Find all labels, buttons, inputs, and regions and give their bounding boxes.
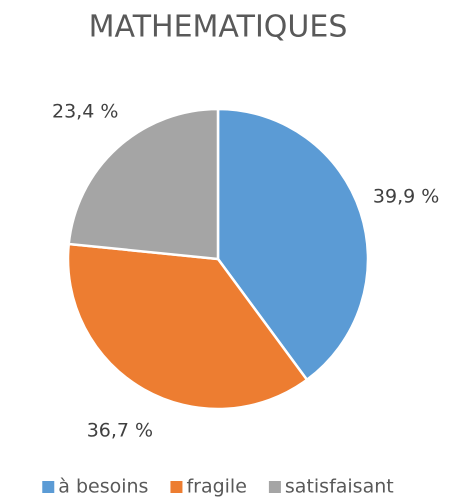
- legend-label: satisfaisant: [285, 476, 394, 498]
- legend-swatch: [268, 481, 281, 493]
- data-label: 36,7 %: [87, 419, 153, 441]
- legend-swatch: [42, 481, 55, 493]
- pie-slice: [66, 242, 309, 411]
- data-label: 23,4 %: [52, 101, 118, 123]
- legend-label: à besoins: [58, 476, 148, 498]
- data-label: 39,9 %: [373, 186, 439, 208]
- legend-label: fragile: [186, 476, 246, 498]
- pie-slice: [216, 107, 370, 382]
- pie-slice: [67, 107, 220, 261]
- chart-title: MATHEMATIQUES: [89, 10, 348, 45]
- legend-swatch: [170, 481, 183, 493]
